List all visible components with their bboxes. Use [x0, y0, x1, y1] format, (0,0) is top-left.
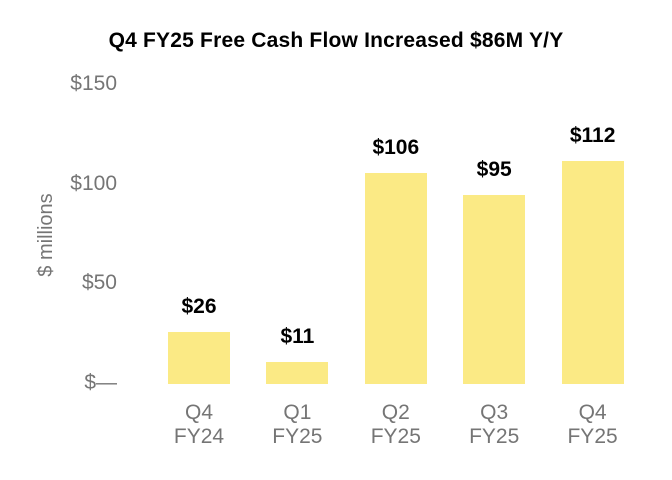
- x-axis-label: Q1 FY25: [272, 401, 323, 448]
- value-label: $95: [476, 158, 512, 181]
- y-axis-tick-label: $50: [81, 271, 117, 295]
- y-axis-tick-label: $—: [84, 371, 117, 394]
- bar-q3-fy25: [463, 195, 526, 384]
- value-label: $26: [181, 295, 217, 318]
- x-axis-label: Q3 FY25: [469, 401, 520, 448]
- y-axis-tick-label: $150: [70, 72, 117, 95]
- x-axis-label: Q4 FY24: [173, 401, 225, 448]
- x-axis-label: Q2 FY25: [370, 401, 421, 448]
- value-label: $11: [280, 325, 315, 348]
- y-axis-tick-label: $100: [70, 171, 117, 195]
- bar-q4-fy24: [168, 332, 230, 384]
- bar-q2-fy25: [364, 173, 427, 384]
- chart-title: Q4 FY25 Free Cash Flow Increased $86M Y/…: [108, 29, 564, 52]
- x-axis-label: Q4 FY25: [567, 401, 618, 448]
- value-label: $112: [569, 124, 616, 147]
- bar-q4-fy25: [561, 161, 624, 384]
- bar-q1-fy25: [266, 362, 329, 384]
- value-label: $106: [372, 136, 420, 159]
